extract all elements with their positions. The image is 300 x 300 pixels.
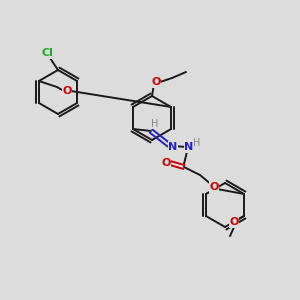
Text: O: O [151,77,161,87]
Text: N: N [168,142,178,152]
Text: O: O [62,86,72,96]
Text: H: H [193,138,201,148]
Text: O: O [209,182,219,192]
Text: N: N [184,142,194,152]
Text: H: H [151,119,159,129]
Text: O: O [230,217,239,227]
Text: Cl: Cl [41,48,53,58]
Text: O: O [161,158,171,168]
